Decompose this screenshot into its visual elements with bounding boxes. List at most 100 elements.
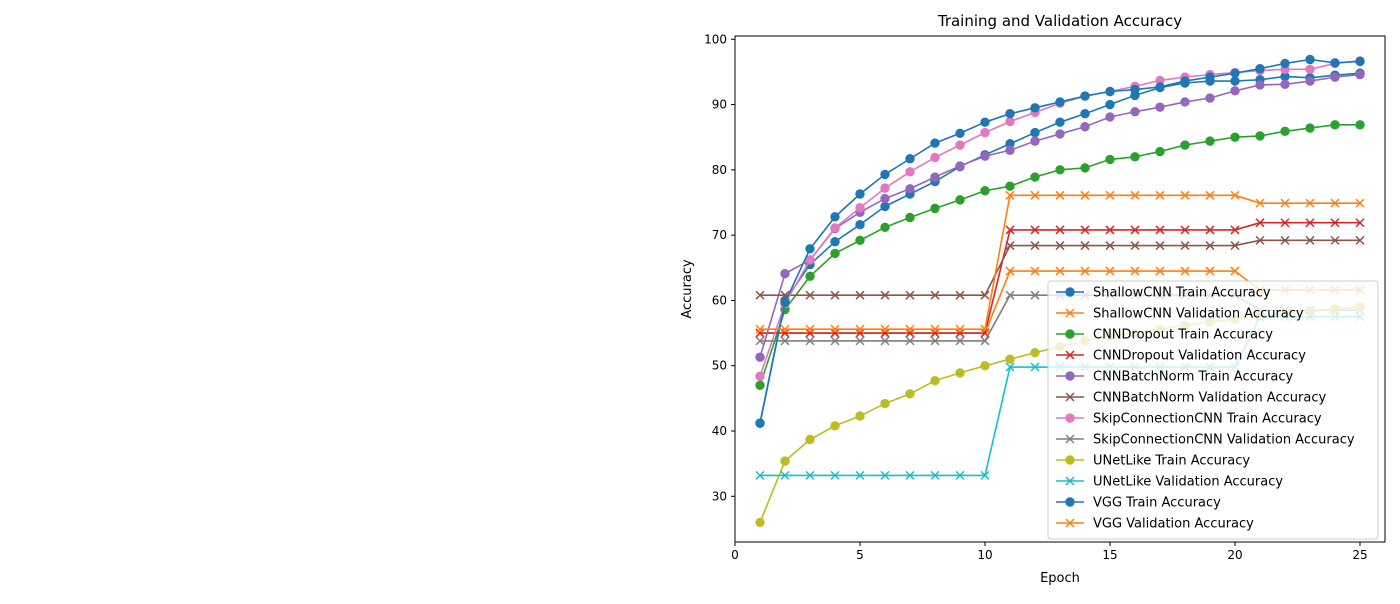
x-marker-stroke: [1205, 190, 1215, 200]
x-marker-stroke: [1155, 266, 1165, 276]
data-point: [1005, 266, 1015, 276]
x-marker-stroke: [880, 324, 890, 334]
data-point: [955, 140, 965, 150]
data-point: [1055, 117, 1065, 127]
data-point: [855, 328, 865, 338]
series-vgg-train-accuracy: [755, 54, 1365, 428]
data-point: [830, 328, 840, 338]
data-point: [1330, 218, 1340, 228]
x-marker-stroke: [805, 470, 815, 480]
data-point: [1230, 266, 1240, 276]
x-marker-stroke: [1255, 218, 1265, 228]
legend-marker: [1065, 371, 1075, 381]
x-tick-label: 10: [977, 548, 992, 562]
x-marker-stroke: [1180, 241, 1190, 251]
data-point: [1155, 82, 1165, 92]
legend-label: VGG Validation Accuracy: [1093, 517, 1254, 532]
data-point: [1130, 266, 1140, 276]
x-marker-stroke: [1205, 266, 1215, 276]
data-point: [905, 290, 915, 300]
data-point: [1005, 145, 1015, 155]
legend-item: UNetLike Train Accuracy: [1056, 454, 1250, 469]
data-point: [1080, 190, 1090, 200]
x-marker-stroke: [1255, 235, 1265, 245]
x-marker-stroke: [1055, 225, 1065, 235]
x-marker-stroke: [1030, 266, 1040, 276]
data-point: [1355, 56, 1365, 67]
x-marker-stroke: [980, 328, 990, 338]
legend-box: [1047, 280, 1379, 540]
x-marker-stroke: [1065, 308, 1075, 318]
data-point: [905, 154, 915, 164]
data-point: [1030, 362, 1040, 372]
data-point: [980, 324, 990, 334]
x-marker-stroke: [1155, 241, 1165, 251]
legend-label: CNNDropout Validation Accuracy: [1093, 349, 1306, 364]
legend-marker: [1065, 350, 1075, 360]
x-marker-stroke: [755, 336, 765, 346]
data-point: [955, 128, 965, 138]
x-marker-stroke: [1030, 362, 1040, 372]
x-marker-stroke: [830, 328, 840, 338]
data-point: [955, 324, 965, 334]
x-marker-stroke: [755, 470, 765, 480]
data-point: [1055, 241, 1065, 251]
legend-marker: [1065, 518, 1075, 528]
data-point: [755, 380, 765, 391]
data-point: [905, 167, 915, 177]
x-marker-stroke: [930, 290, 940, 300]
data-point: [805, 324, 815, 334]
x-marker-stroke: [930, 336, 940, 346]
data-point: [780, 470, 790, 480]
data-point: [880, 183, 890, 193]
x-marker-stroke: [955, 470, 965, 480]
x-marker-stroke: [1005, 225, 1015, 235]
data-point: [1130, 84, 1140, 95]
data-point: [880, 193, 890, 204]
data-point: [1105, 241, 1115, 251]
x-tick-label: 25: [1352, 548, 1367, 562]
data-point: [805, 470, 815, 480]
data-point: [1030, 172, 1040, 182]
data-point: [1330, 198, 1340, 208]
x-marker-stroke: [855, 324, 865, 334]
y-tick-label: 60: [712, 293, 727, 307]
data-point: [755, 324, 765, 334]
data-point: [880, 398, 890, 409]
data-point: [1355, 198, 1365, 208]
data-point: [880, 470, 890, 480]
x-marker-stroke: [980, 290, 990, 300]
legend-label: UNetLike Train Accuracy: [1093, 454, 1250, 469]
data-point: [930, 203, 940, 214]
data-point: [930, 324, 940, 334]
x-marker-stroke: [1155, 225, 1165, 235]
data-point: [855, 189, 865, 199]
legend-item: CNNBatchNorm Train Accuracy: [1056, 370, 1293, 385]
data-point: [1355, 120, 1365, 130]
data-point: [1255, 198, 1265, 208]
data-point: [830, 336, 840, 346]
data-point: [980, 361, 990, 371]
data-point: [1280, 126, 1290, 137]
x-marker-stroke: [1105, 241, 1115, 251]
data-point: [1330, 72, 1340, 82]
data-point: [1305, 235, 1315, 245]
series-vgg-validation-accuracy: [755, 190, 1365, 334]
x-marker-stroke: [1355, 235, 1365, 245]
x-marker-stroke: [1155, 190, 1165, 200]
data-point: [955, 368, 965, 378]
x-marker-stroke: [830, 336, 840, 346]
x-marker-stroke: [1065, 476, 1075, 486]
data-point: [1330, 58, 1340, 68]
x-marker-stroke: [855, 328, 865, 338]
data-point: [930, 290, 940, 300]
data-point: [1205, 266, 1215, 276]
data-point: [855, 203, 865, 213]
x-marker-stroke: [1105, 190, 1115, 200]
legend-label: CNNBatchNorm Validation Accuracy: [1093, 391, 1326, 406]
series-cnnbatchnorm-validation-accuracy: [755, 235, 1365, 300]
x-marker-stroke: [1230, 225, 1240, 235]
data-point: [1155, 241, 1165, 251]
data-point: [780, 268, 790, 279]
